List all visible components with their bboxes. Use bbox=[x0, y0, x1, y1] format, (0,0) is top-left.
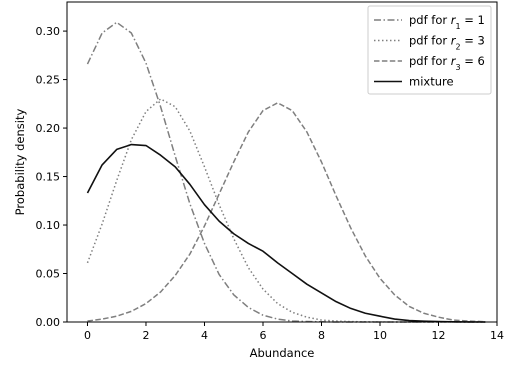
y-tick-label: 0.20 bbox=[36, 122, 61, 135]
x-tick-label: 8 bbox=[318, 329, 325, 342]
y-axis-label: Probability density bbox=[13, 109, 27, 216]
series-line-4 bbox=[86, 143, 486, 323]
x-tick-label: 4 bbox=[201, 329, 208, 342]
y-tick-label: 0.25 bbox=[36, 74, 61, 87]
legend-label-1: pdf for r1 = 1 bbox=[409, 13, 485, 31]
series-line-3 bbox=[87, 102, 486, 323]
legend: pdf for r1 = 1 pdf for r2 = 3 pdf for r3 =… bbox=[367, 5, 492, 95]
y-tick-label: 0.10 bbox=[36, 219, 61, 232]
series-line-2 bbox=[86, 98, 486, 323]
x-tick-label: 6 bbox=[259, 329, 266, 342]
y-tick-label: 0.05 bbox=[36, 268, 61, 281]
x-tick-label: 10 bbox=[373, 329, 387, 342]
y-tick-label: 0.15 bbox=[36, 171, 61, 184]
legend-label-4: mixture bbox=[409, 75, 454, 89]
y-tick-label: 0.30 bbox=[36, 25, 61, 38]
y-tick-label: 0.00 bbox=[36, 316, 61, 329]
x-tick-label: 12 bbox=[431, 329, 445, 342]
legend-label-3: pdf for r3 = 6 bbox=[409, 54, 485, 72]
x-tick-label: 2 bbox=[142, 329, 149, 342]
x-axis-label: Abundance bbox=[250, 346, 315, 360]
x-tick-label: 0 bbox=[84, 329, 91, 342]
legend-label-2: pdf for r2 = 3 bbox=[409, 34, 485, 52]
x-axis: 0 2 4 6 8 10 12 14 bbox=[84, 322, 504, 342]
y-axis: 0.00 0.05 0.10 0.15 0.20 0.25 0.30 bbox=[36, 25, 67, 329]
x-tick-label: 14 bbox=[490, 329, 504, 342]
plot-frame bbox=[66, 1, 498, 323]
legend-box bbox=[367, 5, 492, 95]
